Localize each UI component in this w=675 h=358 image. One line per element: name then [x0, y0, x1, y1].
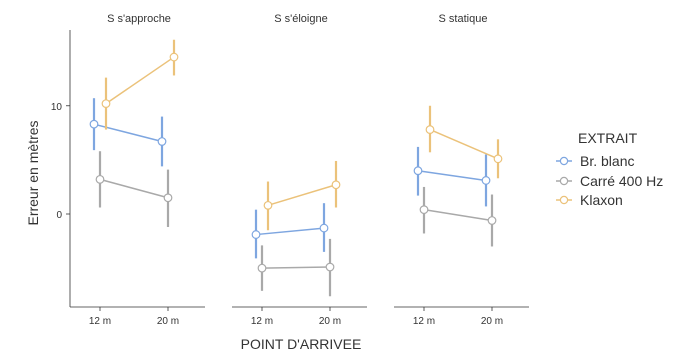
- point-panel-2-klaxon-20-m: [493, 154, 503, 164]
- series-line-panel-1-br-blanc: [255, 227, 325, 236]
- series-line-panel-1-klaxon: [267, 184, 337, 207]
- legend-item-klaxon: Klaxon: [556, 192, 623, 208]
- legend-item-br-blanc: Br. blanc: [556, 153, 634, 169]
- x-tick-label-panel-0-20-m: 20 m: [157, 316, 179, 327]
- point-panel-1-carre-400-hz-20-m: [325, 262, 335, 272]
- point-panel-1-klaxon-20-m: [331, 180, 341, 190]
- point-panel-0-br-blanc-20-m: [157, 137, 167, 146]
- series-line-panel-0-br-blanc: [93, 123, 163, 143]
- legend-label-br-blanc: Br. blanc: [580, 153, 634, 169]
- series-line-panel-2-br-blanc: [417, 169, 487, 182]
- legend-label-carre-400-hz: Carré 400 Hz: [580, 173, 663, 189]
- point-panel-1-klaxon-12-m: [263, 200, 273, 210]
- x-tick-label-panel-1-12-m: 12 m: [251, 316, 273, 327]
- series-line-panel-2-klaxon: [429, 128, 499, 160]
- series-line-panel-0-carre-400-hz: [99, 178, 169, 199]
- point-panel-0-klaxon-20-m: [169, 52, 179, 62]
- legend-key-br-blanc: [559, 156, 569, 166]
- panel-title-s-eloigne: S s'éloigne: [274, 13, 327, 25]
- point-panel-1-br-blanc-20-m: [319, 223, 329, 233]
- panel-title-s-statique: S statique: [439, 13, 488, 25]
- x-tick-label-panel-2-20-m: 20 m: [481, 316, 503, 327]
- legend-item-carre-400-hz: Carré 400 Hz: [556, 173, 663, 189]
- plot-layer: 0 10 12 m 20 m 12 m 20 m 12 m 20 m: [51, 30, 529, 327]
- point-panel-2-klaxon-12-m: [425, 125, 435, 134]
- panel-title-s-approche: S s'approche: [107, 13, 171, 25]
- y-tick-label-10: 10: [51, 102, 63, 113]
- legend: EXTRAIT Br. blanc Carré 400 Hz Klaxon: [556, 130, 663, 208]
- series-line-panel-0-klaxon: [105, 56, 175, 105]
- legend-key-carre-400-hz: [559, 176, 569, 186]
- point-panel-1-br-blanc-12-m: [251, 230, 261, 239]
- x-tick-label-panel-1-20-m: 20 m: [319, 316, 341, 327]
- y-axis-title: Erreur en mètres: [25, 120, 41, 225]
- point-panel-2-br-blanc-12-m: [413, 166, 423, 176]
- series-line-panel-1-carre-400-hz: [261, 266, 331, 269]
- point-panel-0-br-blanc-12-m: [89, 119, 99, 129]
- legend-title: EXTRAIT: [578, 130, 638, 146]
- point-panel-0-carre-400-hz-20-m: [163, 193, 173, 203]
- point-panel-0-carre-400-hz-12-m: [95, 174, 105, 184]
- legend-label-klaxon: Klaxon: [580, 192, 623, 208]
- y-tick-label-0: 0: [56, 210, 62, 221]
- legend-key-klaxon: [559, 195, 569, 205]
- point-panel-2-carre-400-hz-20-m: [487, 216, 497, 225]
- point-panel-2-carre-400-hz-12-m: [419, 205, 429, 215]
- x-axis-title: POINT D'ARRIVEE: [241, 336, 362, 352]
- point-panel-0-klaxon-12-m: [101, 99, 111, 108]
- x-tick-label-panel-2-12-m: 12 m: [413, 316, 435, 327]
- point-panel-2-br-blanc-20-m: [481, 176, 491, 185]
- series-line-panel-2-carre-400-hz: [423, 208, 493, 222]
- x-tick-label-panel-0-12-m: 12 m: [89, 316, 111, 327]
- point-panel-1-carre-400-hz-12-m: [257, 263, 267, 273]
